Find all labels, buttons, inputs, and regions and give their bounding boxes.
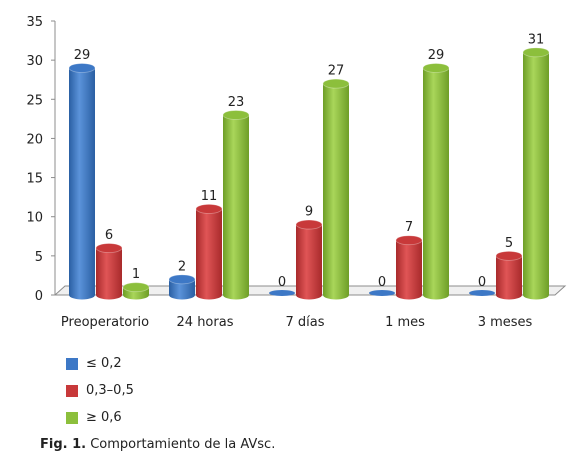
bar-cap bbox=[469, 290, 495, 296]
bar bbox=[95, 243, 123, 300]
bar bbox=[295, 219, 323, 300]
y-tick-label: 20 bbox=[26, 132, 43, 147]
legend-item: 0,3–0,5 bbox=[66, 377, 134, 404]
bar-cap bbox=[422, 63, 450, 73]
bar-body bbox=[296, 224, 322, 300]
bar-body bbox=[423, 67, 449, 300]
caption-label: Fig. 1. bbox=[40, 437, 87, 452]
data-label: 5 bbox=[505, 236, 513, 251]
bar-cap bbox=[369, 290, 395, 296]
data-label: 2 bbox=[178, 259, 186, 274]
y-tick-label: 25 bbox=[26, 93, 43, 108]
bar-cap bbox=[522, 47, 550, 58]
bar-body bbox=[196, 208, 222, 300]
data-label: 29 bbox=[74, 48, 91, 63]
bar bbox=[522, 47, 550, 300]
data-label: 23 bbox=[228, 95, 245, 110]
legend-swatch bbox=[66, 357, 78, 370]
bar-body bbox=[69, 67, 95, 300]
labels: Preoperatorio 29 6 1 24 horas 2 11 23 7 días 0 9 27… bbox=[61, 32, 544, 330]
bar-cap bbox=[295, 219, 323, 230]
caption-text: Comportamiento de la AVsc. bbox=[90, 437, 276, 452]
x-tick-label: Preoperatorio bbox=[61, 315, 149, 330]
bar bbox=[195, 203, 223, 300]
data-label: 7 bbox=[405, 220, 413, 235]
legend-item: ≤ 0,2 bbox=[66, 350, 134, 377]
data-label: 9 bbox=[305, 205, 313, 220]
bars bbox=[68, 47, 550, 300]
bar-cap bbox=[168, 274, 196, 285]
legend-label: 0,3–0,5 bbox=[86, 383, 134, 398]
bar bbox=[422, 63, 450, 300]
bar bbox=[68, 63, 96, 300]
y-tick-label: 0 bbox=[35, 289, 43, 304]
data-label: 1 bbox=[132, 267, 140, 282]
bar-cap bbox=[269, 290, 295, 296]
bar bbox=[122, 282, 150, 300]
bar-body bbox=[96, 248, 122, 300]
bar-cap bbox=[122, 282, 150, 293]
x-tick-label: 3 meses bbox=[478, 315, 533, 330]
bar bbox=[322, 78, 350, 300]
bar bbox=[168, 274, 196, 300]
legend-swatch bbox=[66, 384, 78, 397]
data-label: 0 bbox=[378, 275, 386, 290]
legend-item: ≥ 0,6 bbox=[66, 404, 134, 431]
data-label: 11 bbox=[201, 189, 218, 204]
bar-cap bbox=[222, 110, 250, 120]
bar-cap bbox=[395, 235, 423, 246]
bar-body bbox=[396, 240, 422, 300]
y-tick-label: 30 bbox=[26, 54, 43, 69]
y-tick-label: 5 bbox=[35, 250, 43, 265]
legend-label: ≥ 0,6 bbox=[86, 410, 122, 425]
x-tick-label: 7 días bbox=[285, 315, 324, 330]
bar bbox=[469, 290, 495, 296]
bar bbox=[395, 235, 423, 300]
x-tick-label: 24 horas bbox=[177, 315, 234, 330]
x-tick-label: 1 mes bbox=[385, 315, 425, 330]
bar-body bbox=[523, 52, 549, 300]
legend-label: ≤ 0,2 bbox=[86, 356, 122, 371]
legend-swatch bbox=[66, 411, 78, 424]
figure-caption: Fig. 1. Comportamiento de la AVsc. bbox=[40, 437, 275, 452]
y-tick-label: 15 bbox=[26, 172, 43, 187]
bar bbox=[495, 250, 523, 300]
bar-body bbox=[169, 279, 195, 300]
bar-cap bbox=[495, 250, 523, 261]
data-label: 29 bbox=[428, 48, 445, 63]
y-tick-label: 35 bbox=[26, 15, 43, 30]
bar bbox=[369, 290, 395, 296]
data-label: 31 bbox=[528, 32, 545, 47]
data-label: 27 bbox=[328, 64, 345, 79]
bar-cap bbox=[95, 243, 123, 253]
data-label: 6 bbox=[105, 228, 113, 243]
bar-cap bbox=[195, 203, 223, 214]
bar-body bbox=[323, 83, 349, 300]
legend: ≤ 0,2 0,3–0,5 ≥ 0,6 bbox=[66, 350, 134, 431]
data-label: 0 bbox=[478, 275, 486, 290]
bar-cap bbox=[68, 63, 96, 73]
y-tick-label: 10 bbox=[26, 211, 43, 226]
bar-body bbox=[496, 255, 522, 300]
data-label: 0 bbox=[278, 275, 286, 290]
bar-body bbox=[223, 114, 249, 300]
bar-cap bbox=[322, 78, 350, 89]
bar bbox=[269, 290, 295, 296]
bar bbox=[222, 110, 250, 300]
